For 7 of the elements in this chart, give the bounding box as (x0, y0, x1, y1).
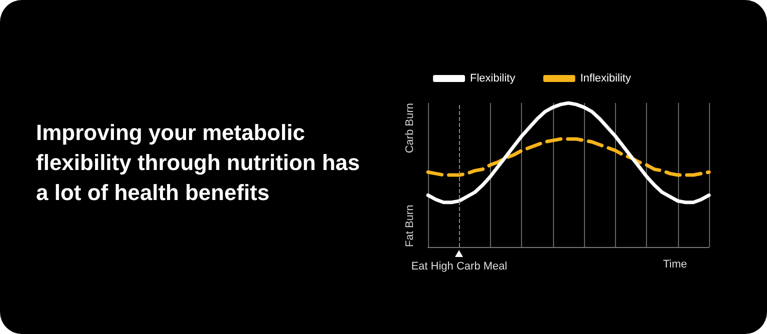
text: Carb Burn (404, 103, 416, 154)
text: Fat Burn (404, 204, 416, 247)
text: Eat High Carb Meal (411, 260, 508, 272)
legend-label: Inflexibility (580, 72, 632, 84)
text: Improving your metabolic flexibility through nutrition has a lot of health benefits (36, 119, 361, 207)
x-axis-title: Time (662, 258, 687, 270)
legend-label: Flexibility (470, 72, 516, 84)
